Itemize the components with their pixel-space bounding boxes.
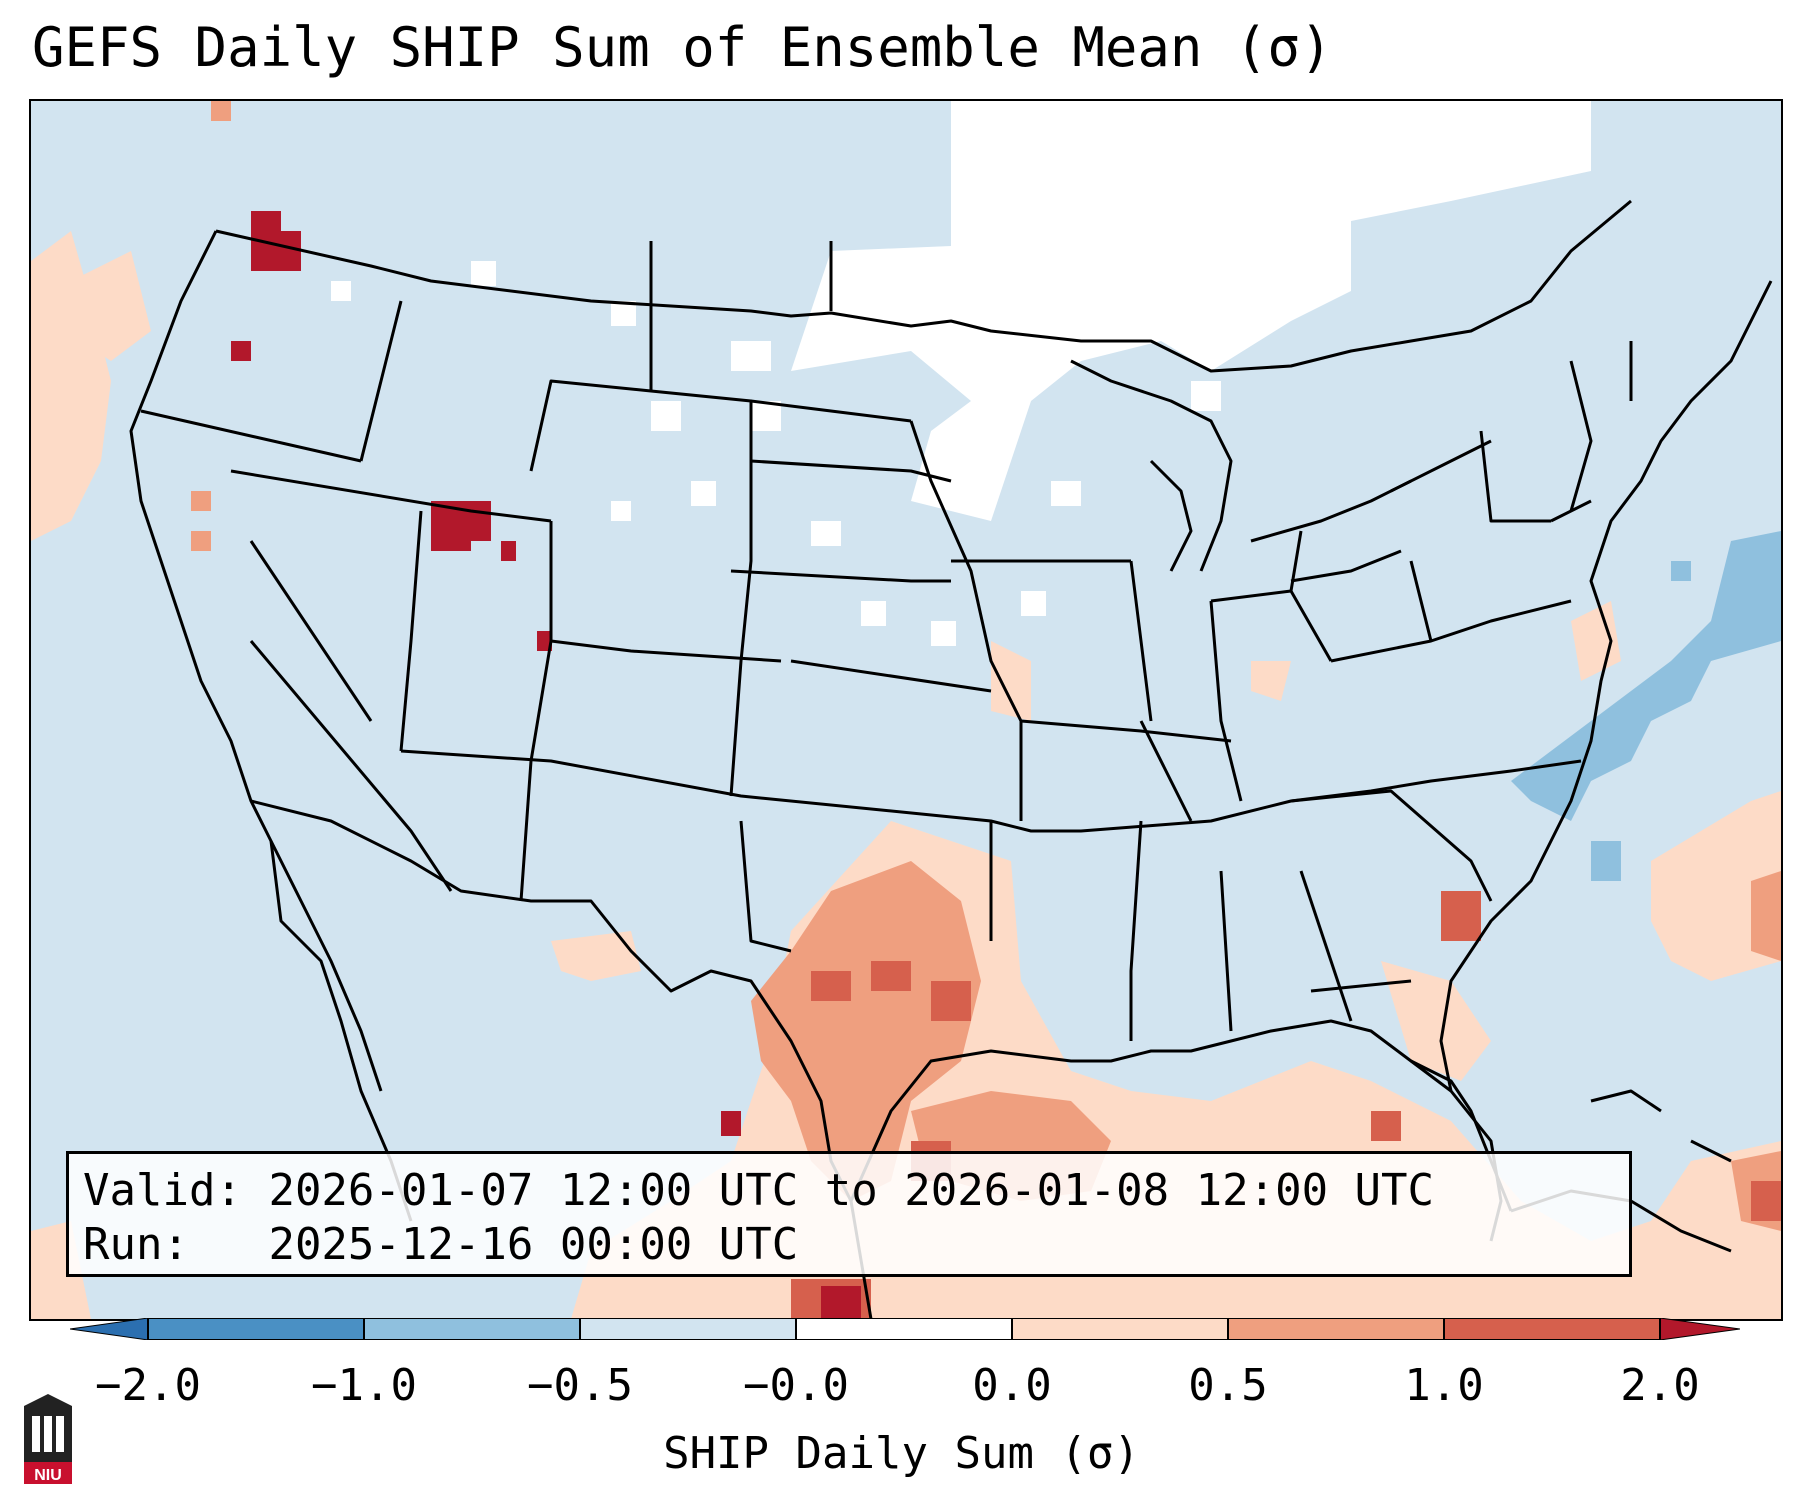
colorbar-under-arrow	[70, 1318, 149, 1340]
colorbar-tick-label: −1.0	[311, 1360, 417, 1411]
valid-label: Valid:	[83, 1165, 242, 1216]
run-label: Run:	[83, 1219, 189, 1270]
run-value: 2025-12-16 00:00 UTC	[268, 1219, 799, 1270]
colorbar-tick-label: −2.0	[95, 1360, 201, 1411]
colorbar-over-arrow	[1659, 1318, 1740, 1340]
colorbar-segment-05-1	[1228, 1318, 1444, 1340]
valid-value: 2026-01-07 12:00 UTC to 2026-01-08 12:00…	[268, 1165, 1435, 1216]
logo-text: NIU	[34, 1467, 62, 1484]
map-svg	[31, 101, 1781, 1319]
colorbar-segment-1-2	[1444, 1318, 1660, 1340]
colorbar	[70, 1318, 1740, 1340]
geographic-boundaries	[129, 199, 1773, 1319]
colorbar-segment-0-05	[1012, 1318, 1228, 1340]
colorbar-label: SHIP Daily Sum (σ)	[663, 1428, 1140, 1479]
colorbar-tick-label: 0.0	[972, 1360, 1052, 1411]
colorbar-tick-label: 1.0	[1404, 1360, 1484, 1411]
near-zero-region	[331, 101, 1591, 646]
valid-run-info-box: Valid: 2026-01-07 12:00 UTC to 2026-01-0…	[66, 1151, 1632, 1277]
colorbar-segment-lt-neg1	[148, 1318, 364, 1340]
colorbar-segment-zero	[796, 1318, 1012, 1340]
colorbar-tick-label: 2.0	[1620, 1360, 1700, 1411]
colorbar-segment-neg1-neg05	[364, 1318, 580, 1340]
colorbar-tick-label: −0.0	[743, 1360, 849, 1411]
colorbar-tick-label: −0.5	[527, 1360, 633, 1411]
niu-logo-icon: NIU	[24, 1394, 72, 1484]
map-panel	[29, 99, 1783, 1321]
colorbar-segment-neg05-0	[580, 1318, 796, 1340]
chart-title: GEFS Daily SHIP Sum of Ensemble Mean (σ)	[32, 16, 1333, 79]
colorbar-tick-label: 0.5	[1188, 1360, 1268, 1411]
